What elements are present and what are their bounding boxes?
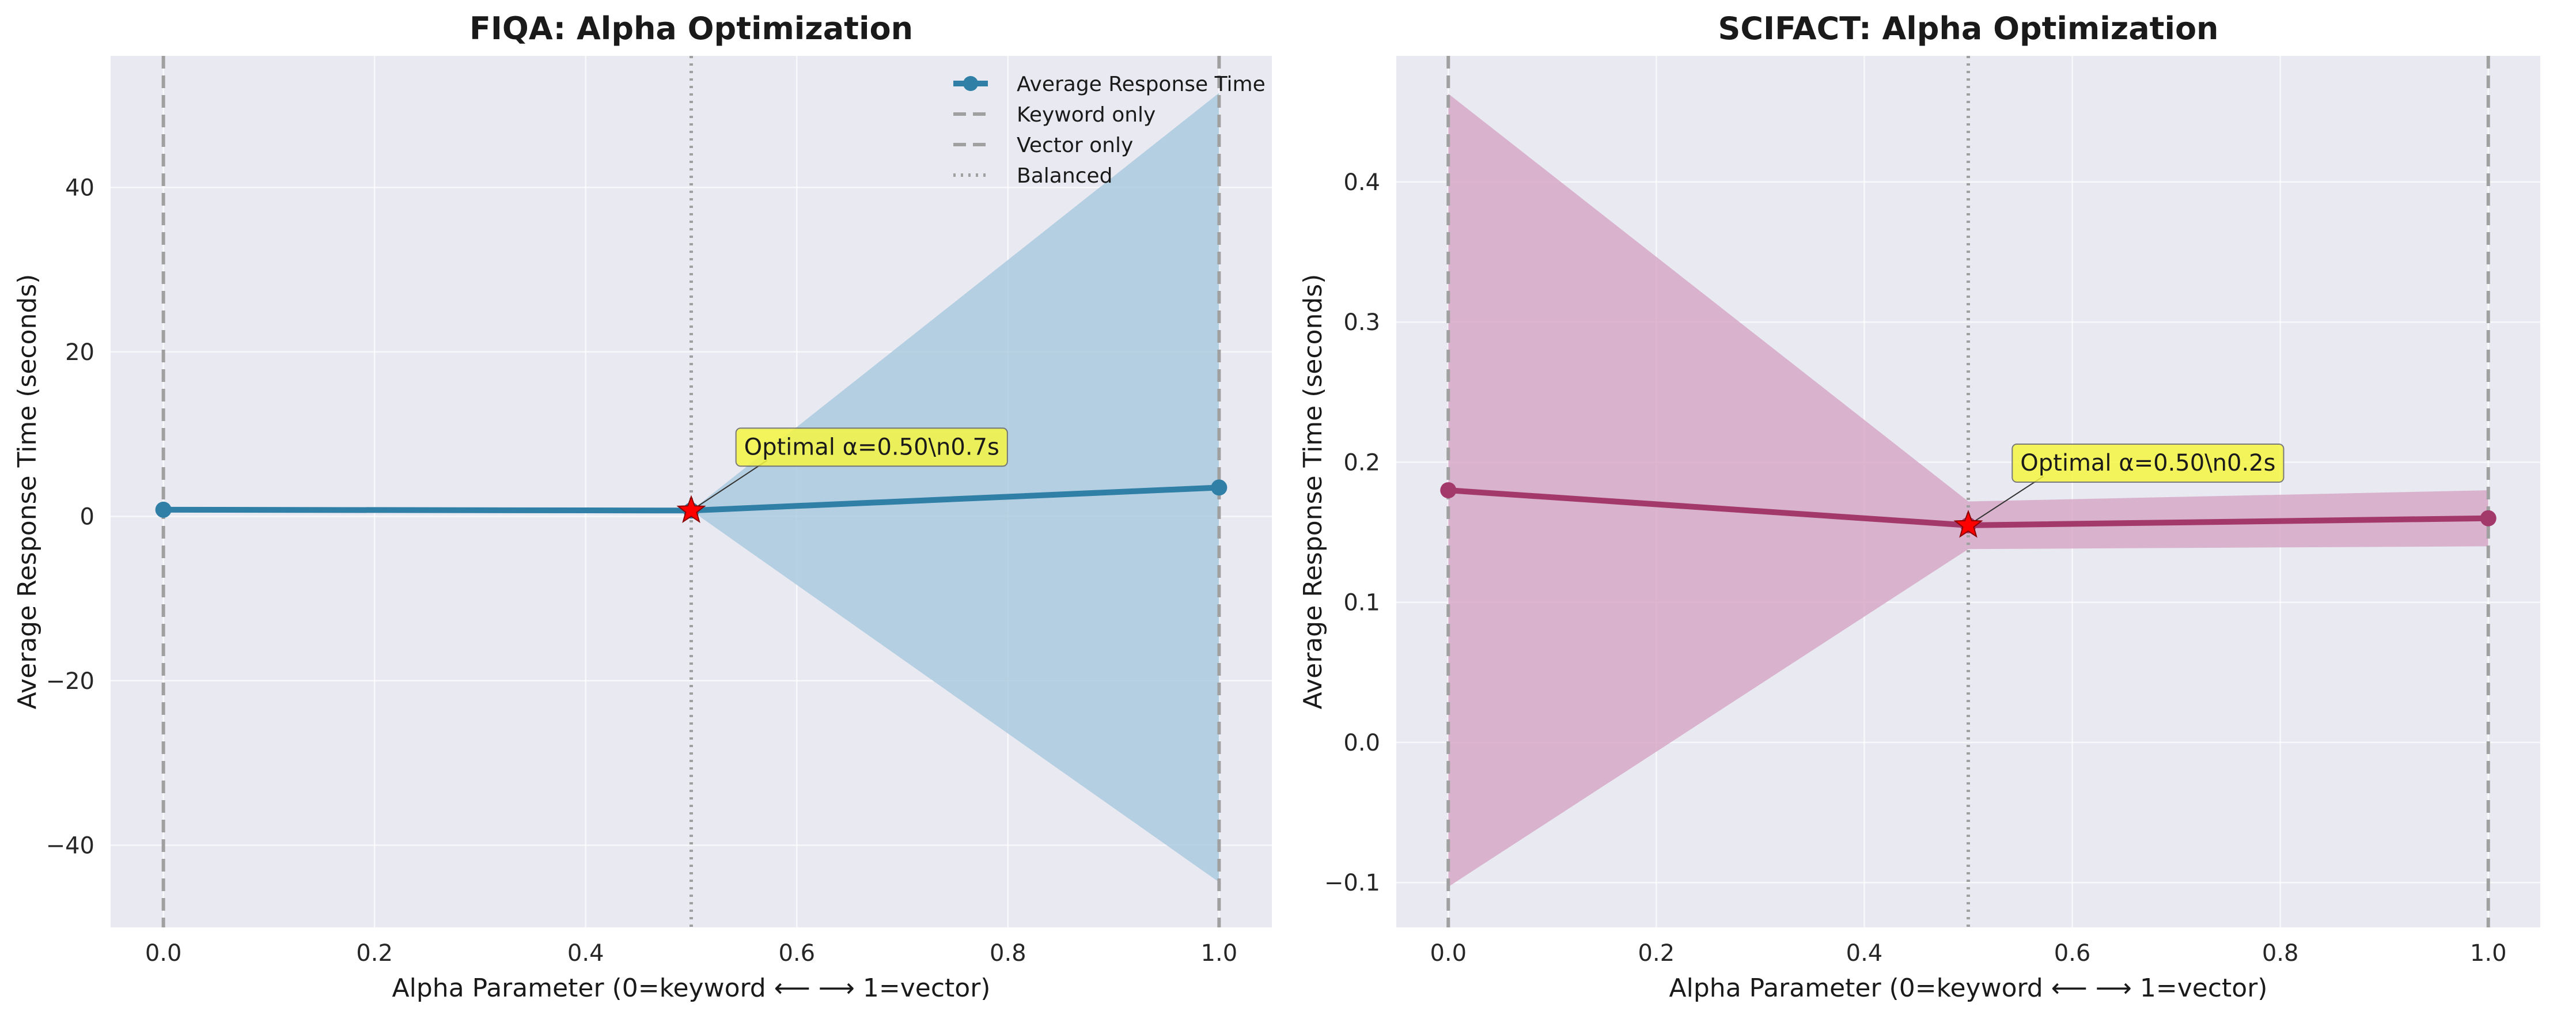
annotation-arrow bbox=[1968, 476, 2044, 526]
legend-swatch-marker bbox=[963, 76, 978, 91]
y-tick-label: 0.0 bbox=[1343, 730, 1380, 756]
x-tick-label: 0.6 bbox=[2054, 940, 2091, 967]
annotation-arrow bbox=[691, 460, 768, 512]
legend-label: Average Response Time bbox=[1017, 73, 1266, 96]
optimal-annotation-box bbox=[735, 427, 1008, 467]
y-tick-label: 0.1 bbox=[1343, 590, 1380, 616]
y-tick-label: 0.4 bbox=[1343, 169, 1380, 196]
x-tick-label: 0.4 bbox=[1846, 940, 1883, 967]
y-tick-label: 0.2 bbox=[1343, 449, 1380, 476]
legend-label: Keyword only bbox=[1017, 103, 1156, 127]
scifact-chart-panel: 0.0 0.2 0.4 0.6 0.8 1.0 −0.1 0.0 0.1 0.2 0.3 0.4 SCI… bbox=[1298, 10, 2540, 1003]
x-tick-label: 0.4 bbox=[567, 940, 604, 967]
x-tick-label: 0.8 bbox=[990, 940, 1026, 967]
x-tick-label: 0.2 bbox=[1638, 940, 1675, 967]
data-point bbox=[155, 501, 172, 518]
optimal-star-marker bbox=[1953, 510, 1983, 538]
x-tick-label: 0.8 bbox=[2262, 940, 2299, 967]
optimal-annotation-box bbox=[2011, 444, 2285, 483]
legend-label: Balanced bbox=[1017, 164, 1112, 188]
fiqa-chart-panel: 0.0 0.2 0.4 0.6 0.8 1.0 −40 −20 0 20 40 FIQA: Alpha… bbox=[13, 10, 1272, 1003]
x-tick-label: 1.0 bbox=[2470, 940, 2507, 967]
x-tick-label: 0.0 bbox=[145, 940, 182, 967]
data-point bbox=[1440, 482, 1457, 499]
optimal-star-marker bbox=[676, 495, 706, 524]
y-tick-label: 0 bbox=[80, 503, 94, 530]
y-tick-label: 40 bbox=[65, 175, 94, 201]
x-axis-label: Alpha Parameter (0=keyword ⟵ ⟶ 1=vector) bbox=[1669, 973, 2268, 1003]
y-tick-label: 0.3 bbox=[1343, 309, 1380, 336]
confidence-band bbox=[1448, 93, 2488, 887]
data-point bbox=[2480, 510, 2497, 526]
x-axis-label: Alpha Parameter (0=keyword ⟵ ⟶ 1=vector) bbox=[392, 973, 991, 1003]
x-tick-label: 1.0 bbox=[1201, 940, 1238, 967]
x-tick-label: 0.0 bbox=[1430, 940, 1467, 967]
y-tick-label: −20 bbox=[46, 668, 94, 695]
x-tick-label: 0.6 bbox=[778, 940, 815, 967]
chart-title: FIQA: Alpha Optimization bbox=[469, 10, 913, 47]
y-axis-label: Average Response Time (seconds) bbox=[13, 274, 42, 710]
y-tick-label: −0.1 bbox=[1324, 870, 1380, 896]
y-axis-label: Average Response Time (seconds) bbox=[1298, 274, 1328, 710]
confidence-band bbox=[163, 93, 1219, 882]
x-tick-label: 0.2 bbox=[356, 940, 393, 967]
data-point bbox=[1211, 479, 1228, 496]
legend-label: Vector only bbox=[1017, 134, 1133, 157]
y-tick-label: 20 bbox=[65, 339, 94, 366]
y-tick-label: −40 bbox=[46, 832, 94, 859]
optimal-annotation-text: Optimal α=0.50\n0.2s bbox=[2020, 450, 2275, 476]
optimal-annotation-text: Optimal α=0.50\n0.7s bbox=[744, 434, 999, 460]
legend: Average Response Time Keyword only Vector … bbox=[953, 73, 1266, 188]
chart-title: SCIFACT: Alpha Optimization bbox=[1718, 10, 2218, 47]
